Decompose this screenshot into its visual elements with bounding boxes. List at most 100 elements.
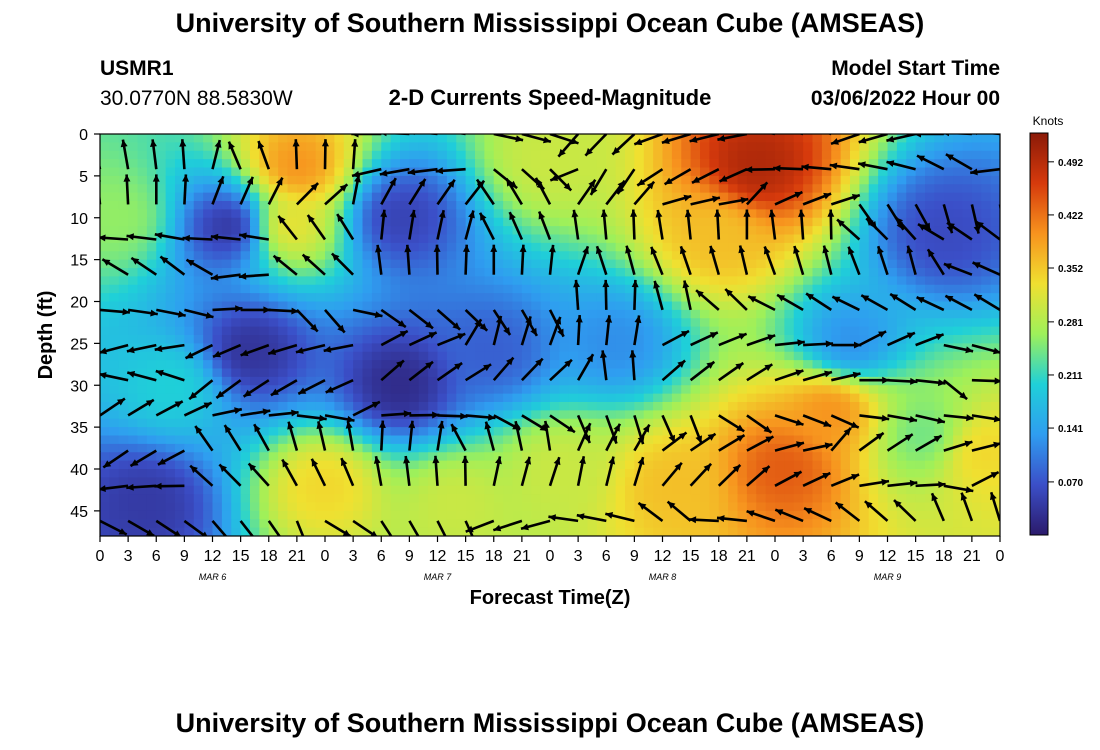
heatmap-cell (409, 443, 420, 453)
heatmap-cell (878, 217, 889, 227)
heatmap-cell (362, 368, 373, 378)
heatmap-cell (934, 519, 945, 529)
heatmap-cell (943, 301, 954, 311)
heatmap-cell (362, 519, 373, 529)
heatmap-cell (550, 477, 560, 487)
heatmap-cell (400, 251, 410, 261)
heatmap-cell (390, 510, 401, 520)
heatmap-cell (521, 427, 532, 437)
heatmap-cell (943, 460, 954, 470)
heatmap-cell (315, 443, 326, 453)
heatmap-cell (915, 175, 926, 185)
heatmap-cell (428, 201, 439, 210)
heatmap-cell (484, 494, 495, 504)
heatmap-cell (306, 410, 317, 420)
heatmap-cell (362, 192, 373, 202)
heatmap-cell (250, 443, 260, 453)
heatmap-cell (484, 142, 495, 152)
heatmap-cell (971, 209, 982, 219)
heatmap-cell (250, 527, 260, 536)
heatmap-cell (662, 527, 673, 536)
heatmap-cell (690, 527, 701, 536)
heatmap-cell (925, 502, 935, 512)
heatmap-cell (503, 242, 514, 252)
heatmap-cell (625, 234, 635, 244)
heatmap-cell (681, 502, 692, 512)
heatmap-cell (756, 393, 767, 403)
heatmap-cell (381, 242, 392, 252)
heatmap-cell (362, 217, 373, 227)
current-vector-arrow (822, 245, 833, 276)
heatmap-cell (100, 527, 110, 536)
heatmap-cell (737, 435, 748, 445)
heatmap-cell (625, 242, 635, 252)
heatmap-cell (596, 393, 607, 403)
heatmap-cell (681, 234, 692, 244)
heatmap-cell (878, 427, 889, 437)
heatmap-cell (259, 142, 270, 152)
heatmap-cell (287, 477, 298, 487)
heatmap-cell (831, 376, 842, 386)
heatmap-cell (634, 527, 645, 536)
heatmap-cell (718, 469, 729, 478)
heatmap-cell (625, 410, 635, 420)
heatmap-cell (475, 368, 485, 378)
heatmap-cell (306, 527, 317, 536)
heatmap-cell (746, 427, 757, 437)
heatmap-cell (803, 142, 814, 152)
current-vector-arrow (379, 167, 410, 177)
heatmap-cell (343, 435, 354, 445)
heatmap-cell (643, 351, 654, 361)
current-vector-arrow (464, 308, 489, 332)
current-vector-arrow (829, 162, 860, 171)
heatmap-cell (559, 393, 570, 403)
heatmap-cell (446, 242, 457, 252)
heatmap-cell (109, 477, 120, 487)
current-vector-arrow (218, 463, 242, 487)
heatmap-cell (184, 318, 195, 328)
heatmap-cell (400, 527, 410, 536)
current-vector-arrow (267, 177, 284, 205)
heatmap-cell (296, 402, 307, 411)
heatmap-cell (343, 452, 354, 462)
heatmap-cell (428, 326, 439, 336)
heatmap-cell (390, 502, 401, 512)
heatmap-cell (325, 167, 335, 177)
heatmap-cell (925, 234, 935, 244)
heatmap-cell (681, 402, 692, 411)
heatmap-cell (681, 242, 692, 252)
heatmap-cell (737, 134, 748, 143)
heatmap-cell (493, 301, 504, 311)
heatmap-cell (868, 293, 879, 303)
heatmap-cell (400, 134, 410, 143)
heatmap-cell (493, 309, 504, 319)
heatmap-cell (287, 284, 298, 294)
heatmap-cell (540, 452, 551, 462)
heatmap-cell (596, 192, 607, 202)
heatmap-cell (728, 502, 739, 512)
current-vector-arrow (943, 484, 974, 494)
heatmap-cell (981, 217, 992, 227)
heatmap-cell (315, 460, 326, 470)
heatmap-cell (831, 326, 842, 336)
heatmap-cell (559, 242, 570, 252)
heatmap-cell (812, 527, 823, 536)
heatmap-cell (821, 477, 832, 487)
current-vector-arrow (100, 234, 129, 242)
heatmap-cell (896, 301, 907, 311)
heatmap-cell (118, 502, 129, 512)
heatmap-cell (456, 309, 467, 319)
heatmap-cell (456, 427, 467, 437)
heatmap-cell (831, 402, 842, 411)
heatmap-cell (709, 469, 720, 478)
heatmap-cell (925, 201, 935, 210)
heatmap-cell (165, 209, 176, 219)
heatmap-cell (625, 276, 635, 286)
heatmap-cell (643, 469, 654, 478)
heatmap-cell (559, 326, 570, 336)
heatmap-cell (896, 343, 907, 353)
heatmap-cell (521, 184, 532, 194)
heatmap-cell (156, 510, 167, 520)
heatmap-cell (578, 134, 589, 143)
heatmap-cell (709, 201, 720, 210)
